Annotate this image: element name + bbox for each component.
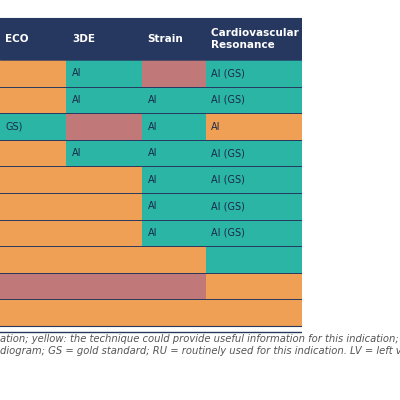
Bar xyxy=(0,299,66,326)
Text: AI: AI xyxy=(72,95,82,105)
Text: AI (GS): AI (GS) xyxy=(211,228,245,238)
Bar xyxy=(206,113,302,140)
Bar xyxy=(66,273,142,299)
Bar xyxy=(142,220,206,246)
Bar xyxy=(66,60,142,87)
Bar xyxy=(142,246,206,273)
Bar xyxy=(0,273,66,299)
Text: AI (GS): AI (GS) xyxy=(211,95,245,105)
Text: Cardiovascular Mag
Resonance: Cardiovascular Mag Resonance xyxy=(211,28,327,50)
Bar xyxy=(142,60,206,87)
Bar xyxy=(66,86,142,113)
Bar xyxy=(142,193,206,220)
Bar xyxy=(206,86,302,113)
Bar xyxy=(0,166,66,193)
Bar xyxy=(0,113,66,140)
Text: AI: AI xyxy=(148,201,157,211)
Bar xyxy=(142,166,206,193)
Text: AI (GS): AI (GS) xyxy=(211,201,245,211)
Bar xyxy=(66,140,142,166)
Bar xyxy=(206,246,302,273)
Bar xyxy=(0,60,66,87)
Bar xyxy=(66,113,142,140)
Text: AI (GS): AI (GS) xyxy=(211,68,245,78)
Text: AI (GS): AI (GS) xyxy=(211,148,245,158)
Bar xyxy=(206,299,302,326)
Bar xyxy=(206,220,302,246)
Text: AI: AI xyxy=(72,148,82,158)
Text: AI: AI xyxy=(148,228,157,238)
Text: AI: AI xyxy=(148,175,157,185)
Text: 3DE: 3DE xyxy=(72,34,95,44)
Text: AI (GS): AI (GS) xyxy=(211,175,245,185)
Bar xyxy=(66,193,142,220)
Bar xyxy=(142,86,206,113)
Text: AI: AI xyxy=(211,122,220,132)
Text: AI: AI xyxy=(148,95,157,105)
Text: AI: AI xyxy=(148,122,157,132)
Bar xyxy=(0,18,302,60)
Bar xyxy=(142,299,206,326)
Bar xyxy=(206,60,302,87)
Bar xyxy=(206,166,302,193)
Bar xyxy=(0,193,66,220)
Bar xyxy=(206,193,302,220)
Bar xyxy=(66,246,142,273)
Bar xyxy=(142,273,206,299)
Text: AI: AI xyxy=(148,148,157,158)
Bar xyxy=(66,166,142,193)
Bar xyxy=(206,140,302,166)
Text: ECO: ECO xyxy=(6,34,29,44)
Bar xyxy=(142,113,206,140)
Text: GS): GS) xyxy=(6,122,23,132)
Bar xyxy=(0,220,66,246)
Text: Strain: Strain xyxy=(148,34,183,44)
Bar xyxy=(0,140,66,166)
Text: AI: AI xyxy=(72,68,82,78)
Bar xyxy=(206,273,302,299)
Bar xyxy=(66,299,142,326)
Bar xyxy=(0,86,66,113)
Bar xyxy=(66,220,142,246)
Bar xyxy=(0,246,66,273)
Bar xyxy=(142,140,206,166)
Text: ation; yellow: the technique could provide useful information for this indicatio: ation; yellow: the technique could provi… xyxy=(0,334,400,356)
